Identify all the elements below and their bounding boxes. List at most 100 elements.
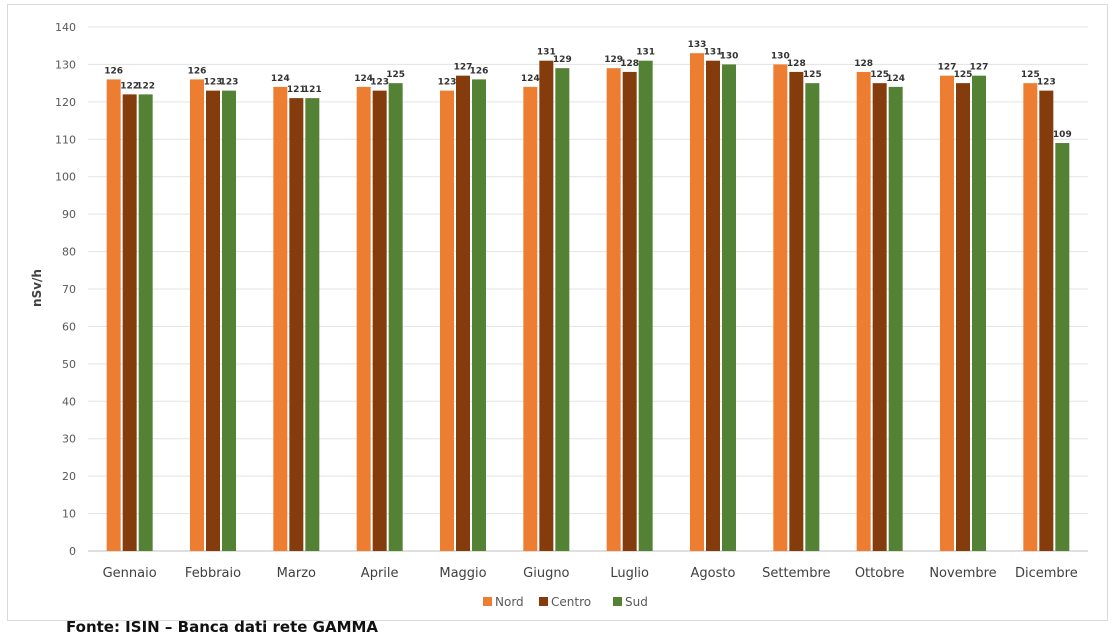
bar-sud [805, 83, 820, 552]
x-tick-label: Giugno [523, 566, 569, 581]
x-tick-label: Settembre [762, 566, 830, 581]
legend-swatch-sud [613, 597, 622, 606]
bar-centro [372, 90, 387, 551]
grid-layer [88, 26, 1088, 552]
bar-centro [1039, 90, 1054, 551]
x-tick-label: Febbraio [185, 566, 241, 581]
bar-nord [690, 53, 704, 551]
legend-label-nord: Nord [495, 595, 524, 609]
y-tick-label: 140 [55, 21, 76, 34]
x-tick-label: Agosto [691, 566, 736, 581]
legend-label-sud: Sud [625, 595, 648, 609]
bar-sud [222, 90, 236, 551]
bar-sud [638, 60, 653, 551]
data-label: 124 [521, 74, 540, 84]
y-tick-label: 90 [62, 208, 76, 221]
y-tick-label: 60 [62, 320, 76, 333]
data-label: 126 [188, 66, 207, 76]
y-tick-label: 50 [62, 358, 76, 371]
y-tick-label: 0 [69, 545, 76, 558]
data-label: 124 [271, 74, 290, 84]
data-label: 124 [886, 74, 905, 84]
legend-swatch-centro [539, 597, 548, 606]
bar-sud [1055, 143, 1070, 551]
data-label: 125 [386, 70, 405, 80]
bar-nord [523, 86, 538, 551]
bar-sud [888, 86, 903, 551]
y-tick-label: 10 [62, 508, 76, 521]
bar-sud [972, 75, 986, 552]
data-label: 121 [303, 85, 322, 95]
bar-centro [289, 98, 304, 551]
data-label: 122 [136, 81, 155, 91]
bar-sud [555, 68, 570, 552]
data-label: 127 [454, 63, 473, 73]
x-tick-label: Ottobre [855, 566, 905, 581]
bar-centro [789, 71, 804, 552]
data-label: 126 [470, 66, 489, 76]
data-label: 122 [120, 81, 139, 91]
data-label: 125 [1021, 70, 1040, 80]
data-label: 125 [954, 70, 973, 80]
data-label: 128 [620, 59, 639, 69]
y-tick-label: 130 [55, 58, 76, 71]
x-tick-label: Luglio [610, 566, 649, 581]
data-label: 123 [204, 78, 223, 88]
data-label: 121 [287, 85, 306, 95]
data-label: 125 [803, 70, 822, 80]
bar-centro [122, 94, 137, 551]
data-label: 127 [938, 63, 957, 73]
data-label: 123 [220, 78, 239, 88]
bar-centro [872, 83, 887, 552]
bar-layer [106, 53, 1070, 552]
x-tick-label: Aprile [361, 566, 399, 581]
x-tick-label: Maggio [439, 566, 486, 581]
bar-nord [606, 68, 621, 552]
data-label: 133 [688, 40, 707, 50]
bar-sud [138, 94, 153, 551]
data-label: 124 [354, 74, 373, 84]
data-label: 131 [636, 48, 655, 58]
y-tick-label: 70 [62, 283, 76, 296]
bar-centro [622, 71, 637, 552]
bar-sud [305, 98, 320, 551]
bar-centro [706, 60, 720, 551]
bar-centro [456, 75, 470, 552]
axis-layer: 0 10 20 30 40 50 60 70 80 90 100 110 120 130 140 Gennai… [55, 21, 1078, 581]
data-label: 129 [604, 55, 623, 65]
legend-swatch-nord [483, 597, 492, 606]
data-label: 126 [104, 66, 123, 76]
data-label: 123 [370, 78, 389, 88]
bar-nord [356, 86, 371, 551]
x-tick-label: Marzo [277, 566, 316, 581]
data-label: 130 [771, 51, 790, 61]
data-label: 123 [438, 78, 457, 88]
bar-nord [106, 79, 121, 552]
data-label: 123 [1037, 78, 1056, 88]
bar-centro [956, 83, 970, 552]
bar-sud [722, 64, 736, 551]
x-tick-label: Gennaio [103, 566, 157, 581]
bar-nord [190, 79, 204, 552]
data-label: 130 [720, 51, 739, 61]
legend: Nord Centro Sud [483, 595, 648, 609]
y-tick-label: 20 [62, 470, 76, 483]
data-label: 127 [970, 63, 989, 73]
y-tick-label: 80 [62, 246, 76, 259]
x-tick-label: Dicembre [1015, 566, 1078, 581]
data-label: 131 [704, 48, 723, 58]
data-label: 125 [870, 70, 889, 80]
bar-nord [856, 71, 871, 552]
data-label: 128 [854, 59, 873, 69]
y-tick-label: 30 [62, 433, 76, 446]
x-tick-label: Novembre [929, 566, 996, 581]
bar-nord [773, 64, 788, 551]
y-axis-title: nSv/h [30, 269, 44, 307]
data-label: 131 [537, 48, 556, 58]
y-tick-label: 40 [62, 395, 76, 408]
source-note: Fonte: ISIN – Banca dati rete GAMMA [66, 618, 379, 636]
bar-nord [440, 90, 454, 551]
bar-nord [273, 86, 288, 551]
